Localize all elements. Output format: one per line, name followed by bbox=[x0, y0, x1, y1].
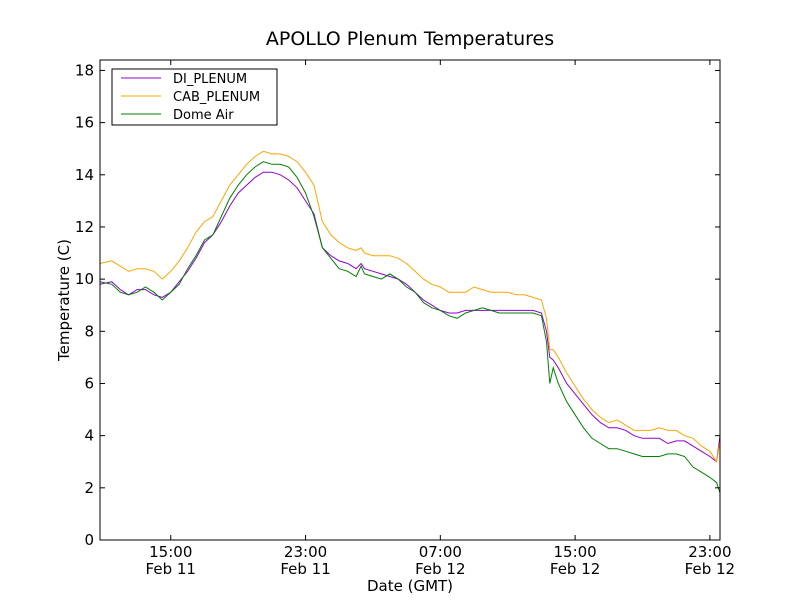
x-tick-label-time: 15:00 bbox=[553, 543, 596, 561]
x-tick-label-time: 23:00 bbox=[284, 543, 327, 561]
y-tick-label: 0 bbox=[84, 531, 94, 549]
x-tick-label-date: Feb 11 bbox=[146, 560, 196, 578]
series-line-di-plenum bbox=[99, 171, 721, 463]
x-tick-label-date: Feb 12 bbox=[550, 560, 600, 578]
legend-label-cab-plenum: CAB_PLENUM bbox=[173, 90, 260, 105]
x-tick-label-time: 07:00 bbox=[419, 543, 462, 561]
y-tick-label: 14 bbox=[75, 166, 94, 184]
x-axis-label: Date (GMT) bbox=[367, 577, 453, 595]
y-tick-label: 16 bbox=[75, 114, 94, 132]
plot-frame bbox=[99, 59, 721, 541]
x-tick-label-time: 15:00 bbox=[149, 543, 192, 561]
legend: DI_PLENUM CAB_PLENUM Dome Air bbox=[111, 68, 278, 126]
legend-label-di-plenum: DI_PLENUM bbox=[173, 72, 247, 87]
y-tick-label: 4 bbox=[84, 427, 94, 445]
y-tick-label: 2 bbox=[84, 479, 94, 497]
x-tick-label-date: Feb 12 bbox=[415, 560, 465, 578]
series-line-cab-plenum bbox=[99, 150, 721, 464]
y-tick-label: 8 bbox=[84, 322, 94, 340]
x-tick-label-date: Feb 12 bbox=[685, 560, 735, 578]
y-tick-label: 12 bbox=[75, 218, 94, 236]
y-tick-label: 10 bbox=[75, 270, 94, 288]
series-line-dome-air bbox=[99, 161, 721, 494]
y-tick-label: 18 bbox=[75, 61, 94, 79]
y-tick-label: 6 bbox=[84, 374, 94, 392]
chart-title: APOLLO Plenum Temperatures bbox=[266, 28, 554, 50]
x-tick-label-time: 23:00 bbox=[688, 543, 731, 561]
legend-label-dome-air: Dome Air bbox=[173, 108, 234, 123]
series-lines bbox=[99, 150, 721, 494]
x-tick-label-date: Feb 11 bbox=[280, 560, 330, 578]
y-axis-label: Temperature (C) bbox=[55, 239, 73, 362]
